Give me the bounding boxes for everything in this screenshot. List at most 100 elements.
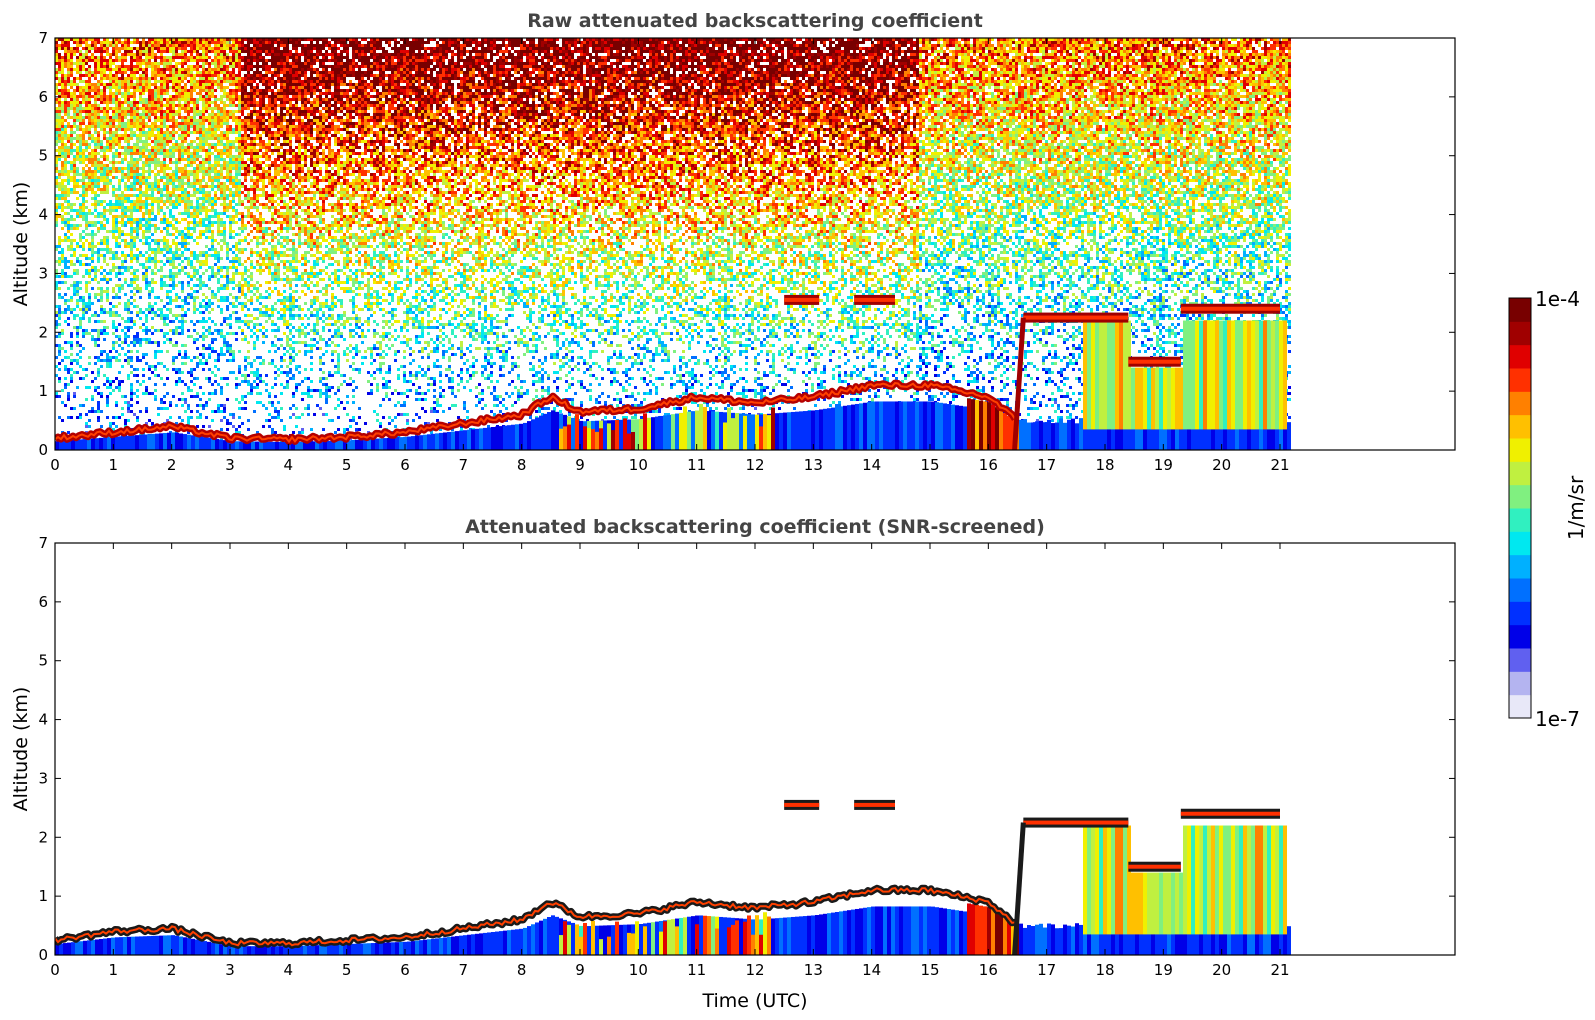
noise-cell <box>97 161 100 164</box>
noise-cell <box>103 131 106 134</box>
noise-cell <box>190 83 193 86</box>
noise-cell <box>106 131 109 134</box>
noise-cell <box>142 176 145 179</box>
noise-cell <box>64 47 67 50</box>
noise-cell <box>163 323 166 326</box>
noise-cell <box>151 269 154 272</box>
noise-cell <box>58 242 61 245</box>
noise-cell <box>145 110 148 113</box>
noise-cell <box>115 89 118 92</box>
noise-cell <box>184 350 187 353</box>
noise-cell <box>178 281 181 284</box>
noise-cell <box>169 65 172 68</box>
noise-cell <box>178 161 181 164</box>
noise-cell <box>61 41 64 44</box>
noise-cell <box>70 335 73 338</box>
noise-cell <box>115 176 118 179</box>
noise-cell <box>94 74 97 77</box>
noise-cell <box>64 311 67 314</box>
noise-cell <box>79 128 82 131</box>
noise-cell <box>166 44 169 47</box>
noise-cell <box>172 149 175 152</box>
noise-cell <box>58 47 61 50</box>
noise-cell <box>136 311 139 314</box>
noise-cell <box>151 305 154 308</box>
noise-cell <box>112 59 115 62</box>
noise-cell <box>85 218 88 221</box>
noise-cell <box>130 131 133 134</box>
noise-cell <box>199 212 202 215</box>
noise-cell <box>58 311 61 314</box>
noise-cell <box>181 134 184 137</box>
noise-cell <box>61 149 64 152</box>
noise-cell <box>64 377 67 380</box>
noise-cell <box>115 416 118 419</box>
noise-cell <box>130 56 133 59</box>
noise-cell <box>130 203 133 206</box>
noise-cell <box>91 191 94 194</box>
noise-cell <box>58 323 61 326</box>
noise-cell <box>163 401 166 404</box>
noise-cell <box>109 146 112 149</box>
noise-cell <box>130 113 133 116</box>
noise-cell <box>82 275 85 278</box>
noise-cell <box>187 356 190 359</box>
noise-cell <box>145 134 148 137</box>
noise-cell <box>115 311 118 314</box>
noise-cell <box>169 155 172 158</box>
noise-cell <box>61 188 64 191</box>
noise-cell <box>97 320 100 323</box>
noise-cell <box>97 371 100 374</box>
noise-cell <box>85 164 88 167</box>
noise-cell <box>145 149 148 152</box>
noise-cell <box>172 242 175 245</box>
noise-cell <box>184 194 187 197</box>
noise-cell <box>67 383 70 386</box>
noise-cell <box>160 59 163 62</box>
noise-cell <box>178 53 181 56</box>
noise-cell <box>148 188 151 191</box>
noise-cell <box>184 197 187 200</box>
noise-cell <box>166 200 169 203</box>
noise-cell <box>82 80 85 83</box>
noise-cell <box>139 125 142 128</box>
noise-cell <box>106 50 109 53</box>
noise-cell <box>202 224 205 227</box>
noise-cell <box>154 242 157 245</box>
noise-cell <box>109 122 112 125</box>
noise-cell <box>58 83 61 86</box>
noise-cell <box>199 86 202 89</box>
noise-cell <box>79 215 82 218</box>
noise-cell <box>193 338 196 341</box>
noise-cell <box>184 68 187 71</box>
noise-cell <box>148 152 151 155</box>
noise-cell <box>169 251 172 254</box>
noise-cell <box>181 323 184 326</box>
noise-cell <box>157 209 160 212</box>
noise-cell <box>172 332 175 335</box>
noise-cell <box>58 62 61 65</box>
noise-cell <box>172 116 175 119</box>
noise-cell <box>187 233 190 236</box>
noise-cell <box>142 68 145 71</box>
noise-cell <box>157 149 160 152</box>
noise-cell <box>61 191 64 194</box>
noise-cell <box>103 125 106 128</box>
noise-cell <box>88 119 91 122</box>
noise-cell <box>94 125 97 128</box>
noise-cell <box>196 86 199 89</box>
noise-cell <box>73 119 76 122</box>
noise-cell <box>91 119 94 122</box>
noise-cell <box>136 401 139 404</box>
noise-cell <box>151 152 154 155</box>
noise-cell <box>133 209 136 212</box>
noise-cell <box>97 215 100 218</box>
noise-cell <box>148 377 151 380</box>
noise-cell <box>118 59 121 62</box>
noise-cell <box>88 44 91 47</box>
noise-cell <box>94 95 97 98</box>
noise-cell <box>142 53 145 56</box>
noise-cell <box>58 152 61 155</box>
noise-cell <box>166 110 169 113</box>
noise-cell <box>85 287 88 290</box>
